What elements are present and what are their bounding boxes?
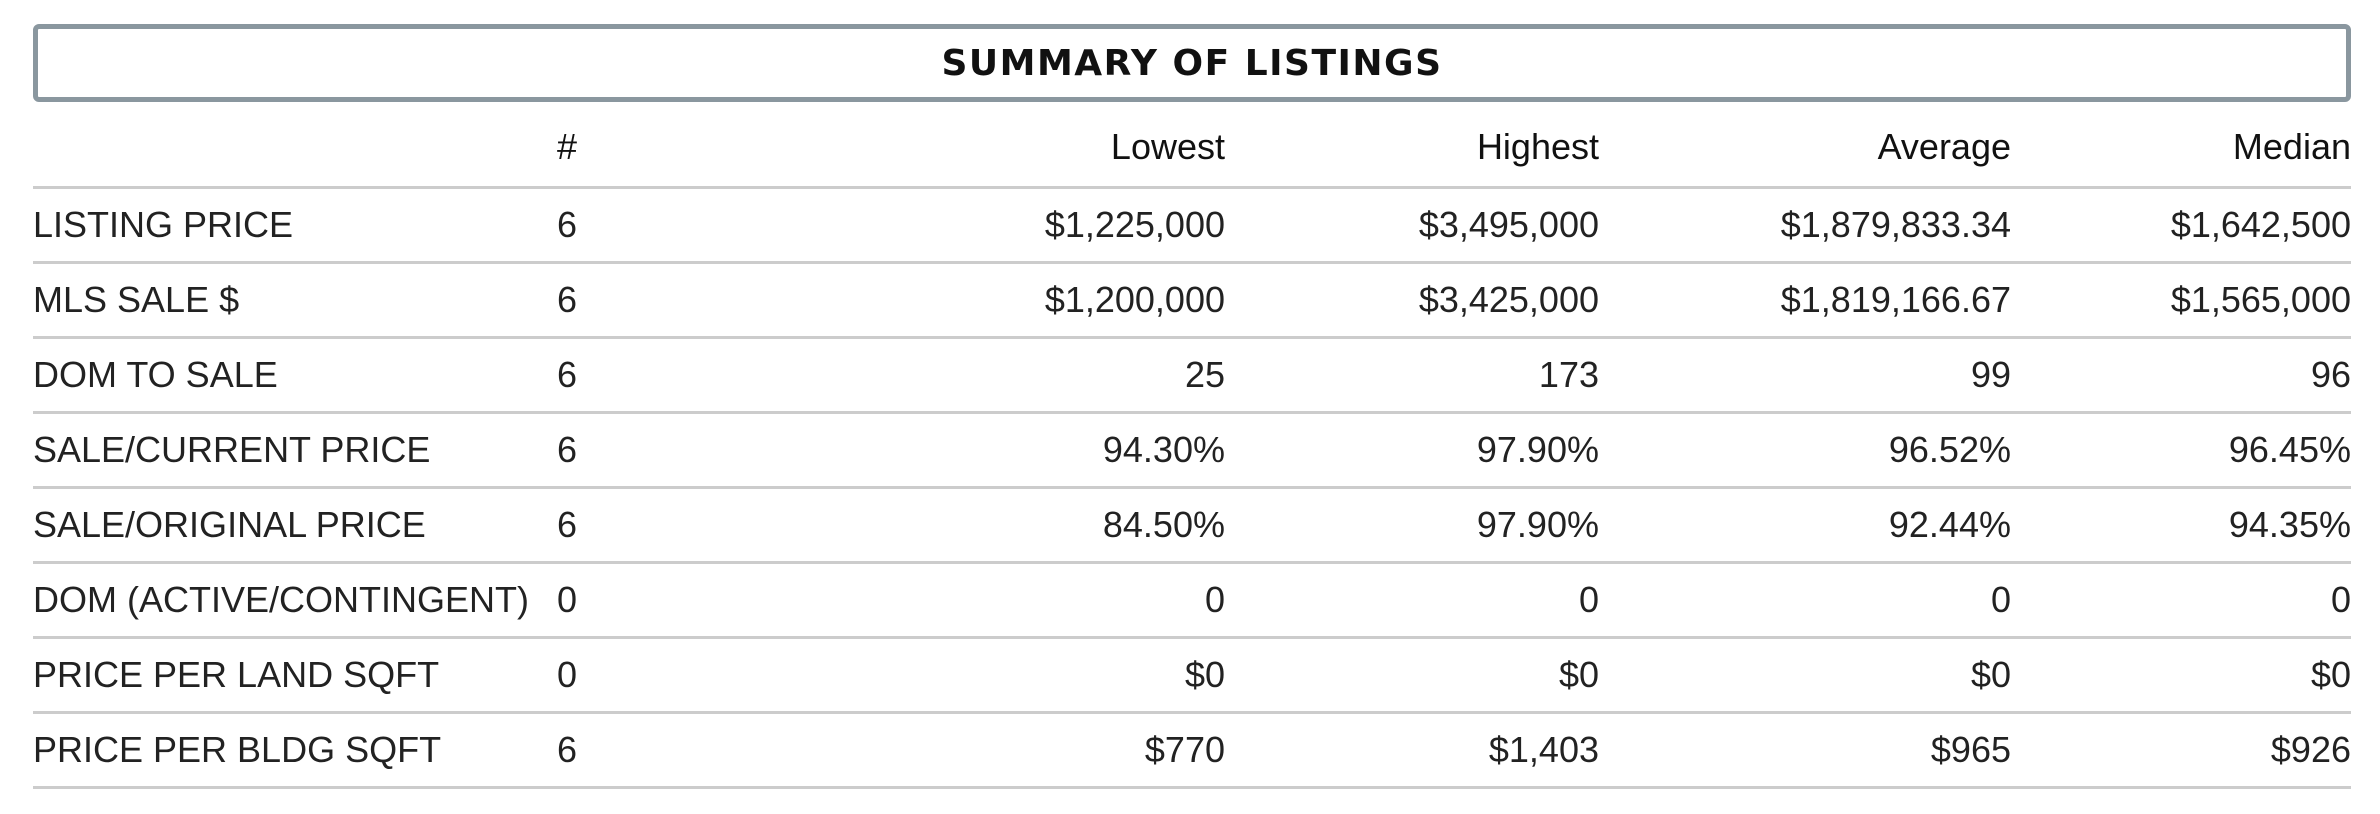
- row-label: SALE/CURRENT PRICE: [33, 412, 557, 489]
- row-average: 96.52%: [1599, 412, 2011, 489]
- row-label: PRICE PER BLDG SQFT: [33, 712, 557, 789]
- row-median: 94.35%: [2011, 487, 2351, 564]
- row-average: $1,879,833.34: [1599, 187, 2011, 264]
- row-median: 96: [2011, 337, 2351, 414]
- table-row: PRICE PER LAND SQFT 0 $0 $0 $0 $0: [33, 637, 2351, 714]
- row-count: 0: [557, 637, 657, 714]
- row-highest: 173: [1225, 337, 1599, 414]
- row-count: 6: [557, 337, 657, 414]
- row-median: 0: [2011, 562, 2351, 639]
- row-highest: $0: [1225, 637, 1599, 714]
- row-highest: 97.90%: [1225, 412, 1599, 489]
- row-highest: $1,403: [1225, 712, 1599, 789]
- row-lowest: 0: [657, 562, 1225, 639]
- row-label: MLS SALE $: [33, 262, 557, 339]
- row-count: 6: [557, 487, 657, 564]
- row-label: LISTING PRICE: [33, 187, 557, 264]
- row-count: 0: [557, 562, 657, 639]
- row-lowest: 84.50%: [657, 487, 1225, 564]
- row-lowest: $770: [657, 712, 1225, 789]
- row-median: 96.45%: [2011, 412, 2351, 489]
- row-lowest: 94.30%: [657, 412, 1225, 489]
- row-lowest: $0: [657, 637, 1225, 714]
- row-label: PRICE PER LAND SQFT: [33, 637, 557, 714]
- row-highest: $3,425,000: [1225, 262, 1599, 339]
- row-count: 6: [557, 412, 657, 489]
- summary-title-box: SUMMARY OF LISTINGS: [33, 24, 2351, 102]
- row-highest: 0: [1225, 562, 1599, 639]
- row-highest: 97.90%: [1225, 487, 1599, 564]
- row-label: DOM TO SALE: [33, 337, 557, 414]
- header-median: Median: [2011, 102, 2351, 189]
- row-lowest: 25: [657, 337, 1225, 414]
- row-average: $965: [1599, 712, 2011, 789]
- summary-title: SUMMARY OF LISTINGS: [941, 42, 1443, 84]
- row-lowest: $1,225,000: [657, 187, 1225, 264]
- header-row: # Lowest Highest Average Median: [33, 102, 2351, 189]
- table-row: PRICE PER BLDG SQFT 6 $770 $1,403 $965 $…: [33, 712, 2351, 789]
- header-lowest: Lowest: [657, 102, 1225, 189]
- row-count: 6: [557, 187, 657, 264]
- summary-table: # Lowest Highest Average Median LISTING …: [33, 102, 2351, 789]
- table-row: DOM TO SALE 6 25 173 99 96: [33, 337, 2351, 414]
- row-average: $0: [1599, 637, 2011, 714]
- table-row: DOM (ACTIVE/CONTINGENT) 0 0 0 0 0: [33, 562, 2351, 639]
- row-label: SALE/ORIGINAL PRICE: [33, 487, 557, 564]
- summary-of-listings-panel: SUMMARY OF LISTINGS # Lowest Highest Ave…: [33, 24, 2351, 789]
- row-average: 0: [1599, 562, 2011, 639]
- table-row: SALE/ORIGINAL PRICE 6 84.50% 97.90% 92.4…: [33, 487, 2351, 564]
- row-highest: $3,495,000: [1225, 187, 1599, 264]
- table-row: MLS SALE $ 6 $1,200,000 $3,425,000 $1,81…: [33, 262, 2351, 339]
- row-count: 6: [557, 262, 657, 339]
- row-count: 6: [557, 712, 657, 789]
- row-median: $926: [2011, 712, 2351, 789]
- header-average: Average: [1599, 102, 2011, 189]
- row-average: 99: [1599, 337, 2011, 414]
- row-label: DOM (ACTIVE/CONTINGENT): [33, 562, 557, 639]
- header-highest: Highest: [1225, 102, 1599, 189]
- row-median: $1,565,000: [2011, 262, 2351, 339]
- header-count: #: [557, 102, 657, 189]
- row-average: $1,819,166.67: [1599, 262, 2011, 339]
- row-lowest: $1,200,000: [657, 262, 1225, 339]
- header-label: [33, 102, 557, 189]
- table-row: LISTING PRICE 6 $1,225,000 $3,495,000 $1…: [33, 187, 2351, 264]
- row-median: $1,642,500: [2011, 187, 2351, 264]
- row-average: 92.44%: [1599, 487, 2011, 564]
- row-median: $0: [2011, 637, 2351, 714]
- table-row: SALE/CURRENT PRICE 6 94.30% 97.90% 96.52…: [33, 412, 2351, 489]
